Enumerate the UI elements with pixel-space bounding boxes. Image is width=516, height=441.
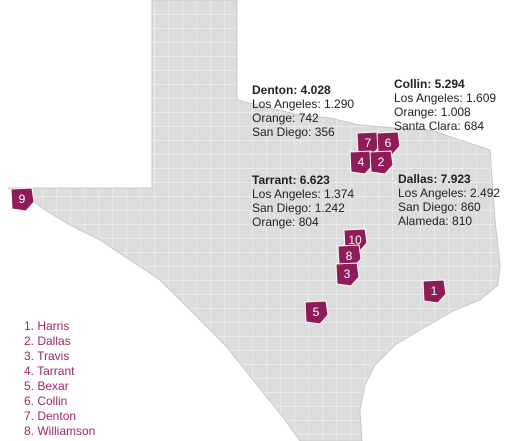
callout-title: Denton: 4.028 xyxy=(252,83,331,97)
county-marker[interactable]: 3 xyxy=(335,262,360,287)
callout-line: Orange: 804 xyxy=(252,215,319,229)
texas-shape xyxy=(7,0,501,441)
county-shape xyxy=(335,262,360,287)
county-marker[interactable]: 9 xyxy=(10,187,35,212)
legend-item: 6. Collin xyxy=(24,394,67,408)
legend-item: 7. Denton xyxy=(24,409,76,423)
county-shape xyxy=(304,300,329,325)
county-marker[interactable]: 4 xyxy=(349,150,374,175)
callout-line: Los Angeles: 1.609 xyxy=(394,91,496,105)
county-shape xyxy=(369,150,394,175)
callout-line: San Diego: 1.242 xyxy=(252,201,345,215)
callout-line: Los Angeles: 1.290 xyxy=(252,97,354,111)
county-marker[interactable]: 5 xyxy=(304,300,329,325)
marker-label: 3 xyxy=(344,267,351,281)
marker-label: 10 xyxy=(348,233,362,247)
marker-label: 9 xyxy=(19,192,26,206)
marker-label: 7 xyxy=(365,136,372,150)
marker-label: 5 xyxy=(313,305,320,319)
legend-item: 1. Harris xyxy=(24,319,69,333)
marker-label: 8 xyxy=(346,249,353,263)
county-marker[interactable]: 2 xyxy=(369,150,394,175)
legend-item: 5. Bexar xyxy=(24,379,69,393)
county-marker[interactable]: 1 xyxy=(422,279,447,304)
county-shape xyxy=(376,131,401,156)
callout-line: Los Angeles: 2.492 xyxy=(398,186,500,200)
legend-item: 3. Travis xyxy=(24,349,69,363)
marker-label: 1 xyxy=(431,284,438,298)
callout-line: Alameda: 810 xyxy=(398,214,472,228)
callout-title: Dallas: 7.923 xyxy=(398,172,471,186)
county-shape xyxy=(10,187,35,212)
marker-label: 4 xyxy=(358,155,365,169)
callout-line: San Diego: 356 xyxy=(252,125,335,139)
callout-line: Los Angeles: 1.374 xyxy=(252,187,354,201)
callout-line: San Diego: 860 xyxy=(398,200,481,214)
county-shape xyxy=(422,279,447,304)
county-marker[interactable]: 7 xyxy=(356,131,381,156)
legend-item: 2. Dallas xyxy=(24,334,71,348)
callout-title: Collin: 5.294 xyxy=(394,77,465,91)
legend-item: 4. Tarrant xyxy=(24,364,75,378)
callout-line: Orange: 742 xyxy=(252,111,319,125)
county-marker[interactable]: 6 xyxy=(376,131,401,156)
marker-label: 6 xyxy=(385,136,392,150)
county-markers: 9 7 6 4 2 10 8 3 1 5 xyxy=(10,131,447,325)
county-shape xyxy=(349,150,374,175)
marker-label: 2 xyxy=(378,155,385,169)
county-shape xyxy=(356,131,381,156)
callout-title: Tarrant: 6.623 xyxy=(252,173,330,187)
callout-line: Santa Clara: 684 xyxy=(394,119,484,133)
legend-item: 8. Williamson xyxy=(24,424,95,438)
callout-line: Orange: 1.008 xyxy=(394,105,471,119)
